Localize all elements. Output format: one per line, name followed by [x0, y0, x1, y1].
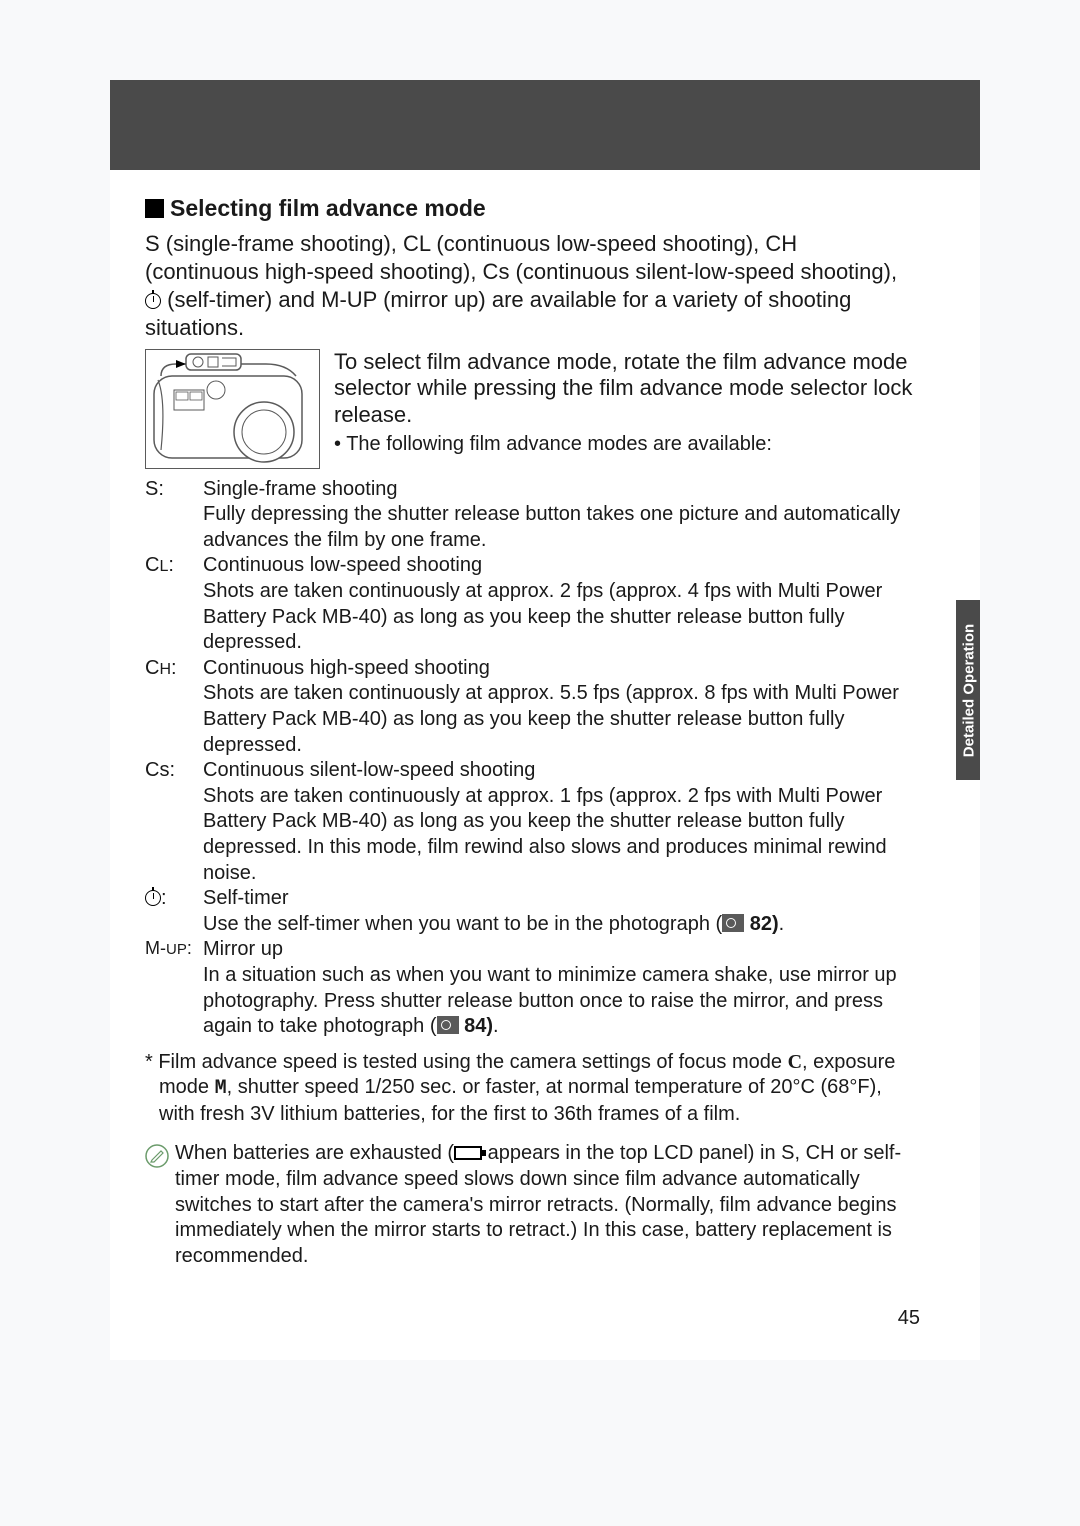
mode-desc: Shots are taken continuously at approx. …: [203, 580, 882, 653]
side-tab-label: Detailed Operation: [961, 616, 978, 766]
mode-body: Single-frame shooting Fully depressing t…: [203, 477, 915, 554]
page-ref-icon: [722, 914, 744, 932]
exposure-mode-m: M: [215, 1077, 227, 1100]
mode-key: :: [145, 886, 203, 937]
mode-desc: Shots are taken continuously at approx. …: [203, 682, 899, 755]
battery-note: When batteries are exhausted ( appears i…: [145, 1141, 915, 1269]
mode-body: Self-timer Use the self-timer when you w…: [203, 886, 915, 937]
mode-desc: Use the self-timer when you want to be i…: [203, 913, 784, 935]
intro-paragraph: S (single-frame shooting), CL (continuou…: [145, 230, 915, 343]
mode-key: Cs:: [145, 758, 203, 886]
mode-title: Continuous silent-low-speed shooting: [203, 759, 535, 781]
manual-page: Detailed Operation Selecting film advanc…: [110, 80, 980, 1360]
mode-body: Continuous low-speed shooting Shots are …: [203, 553, 915, 655]
mode-title: Continuous low-speed shooting: [203, 554, 482, 576]
mode-row: CL: Continuous low-speed shooting Shots …: [145, 553, 915, 655]
mode-body: Continuous silent-low-speed shooting Sho…: [203, 758, 915, 886]
mode-desc: In a situation such as when you want to …: [203, 964, 897, 1037]
intro-text-a: S (single-frame shooting), CL (continuou…: [145, 231, 897, 284]
mode-row: : Self-timer Use the self-timer when you…: [145, 886, 915, 937]
mode-desc: Fully depressing the shutter release but…: [203, 503, 900, 551]
side-tab: Detailed Operation: [956, 600, 980, 780]
mode-body: Continuous high-speed shooting Shots are…: [203, 656, 915, 758]
page-number: 45: [898, 1307, 920, 1330]
camera-illustration: [145, 349, 320, 469]
instruction-text: To select film advance mode, rotate the …: [334, 349, 915, 429]
section-heading: Selecting film advance mode: [145, 195, 915, 222]
mode-desc: Shots are taken continuously at approx. …: [203, 785, 887, 884]
mode-title: Single-frame shooting: [203, 478, 398, 500]
camera-instruction-row: To select film advance mode, rotate the …: [145, 349, 915, 469]
mode-row: S: Single-frame shooting Fully depressin…: [145, 477, 915, 554]
mode-body: Mirror up In a situation such as when yo…: [203, 937, 915, 1039]
pencil-icon: [145, 1144, 169, 1168]
mode-title: Self-timer: [203, 887, 289, 909]
modes-list: S: Single-frame shooting Fully depressin…: [145, 477, 915, 1040]
note-text: When batteries are exhausted ( appears i…: [175, 1141, 915, 1269]
footnote: * Film advance speed is tested using the…: [145, 1050, 915, 1128]
self-timer-icon: [145, 890, 161, 906]
mode-key: S:: [145, 477, 203, 554]
mode-title: Continuous high-speed shooting: [203, 657, 490, 679]
section-title: Selecting film advance mode: [170, 195, 486, 222]
mode-key: CH:: [145, 656, 203, 758]
mode-row: Cs: Continuous silent-low-speed shooting…: [145, 758, 915, 886]
camera-svg-icon: [146, 350, 321, 470]
page-ref-icon: [437, 1016, 459, 1034]
battery-empty-icon: [454, 1146, 482, 1160]
page-content: Selecting film advance mode S (single-fr…: [145, 195, 915, 1269]
header-band: [110, 80, 980, 170]
modes-intro: • The following film advance modes are a…: [334, 433, 915, 456]
instruction-column: To select film advance mode, rotate the …: [334, 349, 915, 456]
self-timer-icon: [145, 293, 161, 309]
mode-row: CH: Continuous high-speed shooting Shots…: [145, 656, 915, 758]
intro-text-b: (self-timer) and M-UP (mirror up) are av…: [145, 287, 851, 340]
mode-title: Mirror up: [203, 938, 283, 960]
bullet-square-icon: [145, 199, 164, 218]
mode-key: M-UP:: [145, 937, 203, 1039]
focus-mode-c: C: [788, 1051, 802, 1073]
mode-row: M-UP: Mirror up In a situation such as w…: [145, 937, 915, 1039]
mode-key: CL:: [145, 553, 203, 655]
